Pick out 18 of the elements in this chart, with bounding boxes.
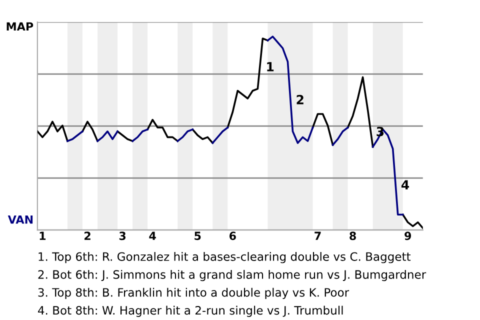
text: 4. Bot 8th: W. Hagner hit a 2-run single vs J. Trumbull <box>38 306 343 317</box>
x-tick-label: 2 <box>84 232 90 240</box>
x-tick-label: 7 <box>314 232 321 240</box>
annotation: 4 <box>401 180 410 190</box>
x-tick-label: 4 <box>149 232 156 240</box>
annotation: 1 <box>267 62 274 72</box>
annotation: 2 <box>296 94 304 104</box>
text: 3. Top 8th: B. Franklin hit into a double play vs K. Poor <box>38 288 350 300</box>
text: VAN <box>8 216 33 224</box>
text: 1. Top 6th: R. Gonzalez hit a bases-clearing double vs C. Baggett <box>38 252 411 264</box>
x-tick-label: 3 <box>119 232 126 240</box>
text: 2. Bot 6th: J. Simmons hit a grand slam home run vs J. Bumgardner <box>38 270 426 282</box>
x-tick-label: 6 <box>229 232 236 240</box>
text: MAP <box>6 22 34 31</box>
x-tick-label: 9 <box>404 232 412 240</box>
x-tick-label: 5 <box>194 232 201 240</box>
x-tick-label: 1 <box>40 232 46 240</box>
x-tick-label: 8 <box>350 232 356 240</box>
